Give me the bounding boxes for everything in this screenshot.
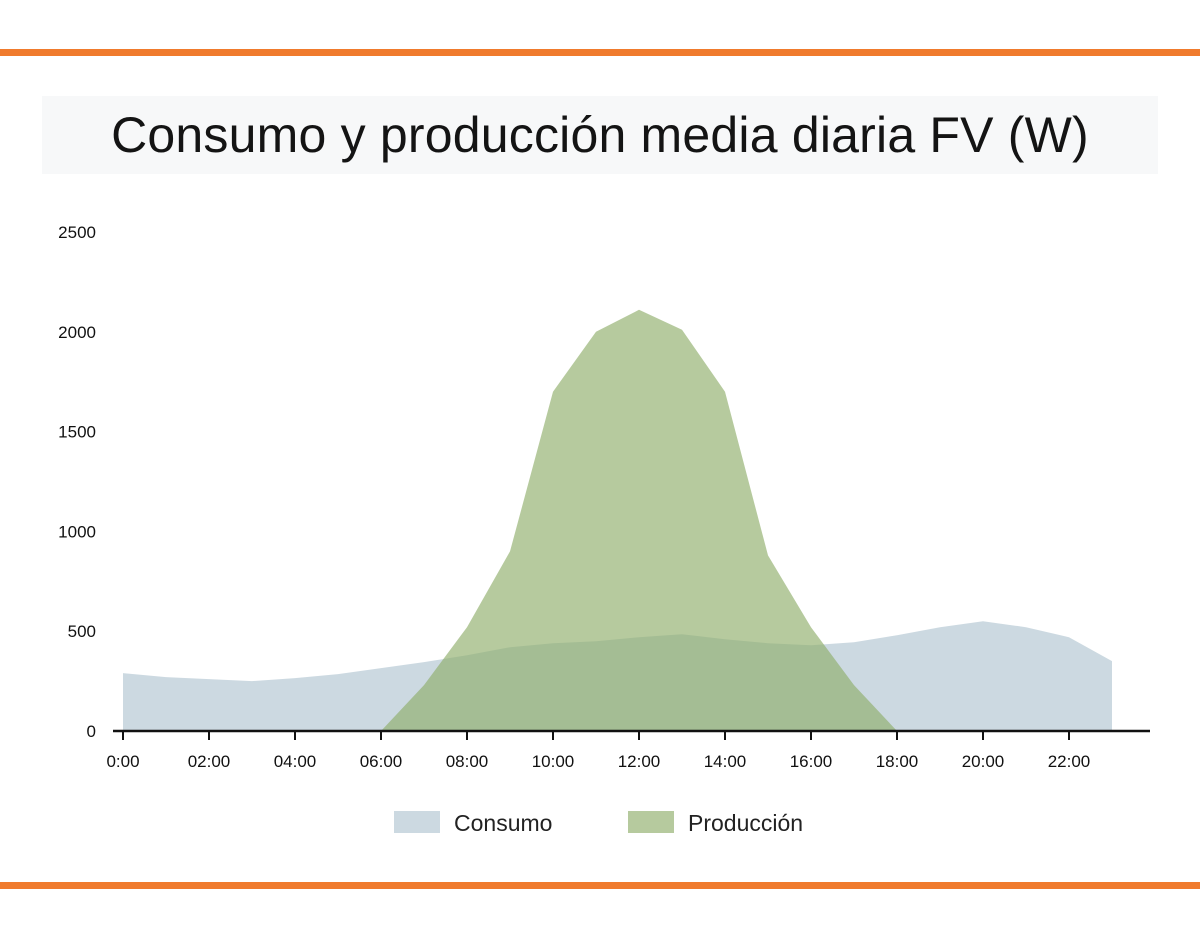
series-area-produccion (381, 309, 897, 731)
y-tick-label: 1000 (58, 522, 96, 541)
legend-swatch-produccion (628, 811, 674, 833)
top-accent-bar (0, 49, 1200, 56)
x-tick-label: 16:00 (790, 752, 833, 771)
x-tick-label: 08:00 (446, 752, 489, 771)
legend-label-consumo: Consumo (454, 810, 552, 836)
chart-title: Consumo y producción media diaria FV (W) (111, 107, 1089, 163)
bottom-accent-bar (0, 882, 1200, 889)
y-tick-label: 0 (87, 722, 96, 741)
x-tick-label: 18:00 (876, 752, 919, 771)
x-tick-label: 12:00 (618, 752, 661, 771)
x-tick-label: 06:00 (360, 752, 403, 771)
y-tick-label: 2000 (58, 323, 96, 342)
x-tick-label: 04:00 (274, 752, 317, 771)
title-band: Consumo y producción media diaria FV (W) (42, 96, 1158, 174)
y-tick-label: 2500 (58, 223, 96, 242)
legend-swatch-consumo (394, 811, 440, 833)
y-tick-label: 500 (68, 622, 96, 641)
x-tick-label: 02:00 (188, 752, 231, 771)
x-tick-label: 20:00 (962, 752, 1005, 771)
legend-label-produccion: Producción (688, 810, 803, 836)
x-tick-label: 0:00 (106, 752, 139, 771)
x-tick-label: 22:00 (1048, 752, 1091, 771)
x-tick-label: 10:00 (532, 752, 575, 771)
y-tick-label: 1500 (58, 423, 96, 442)
x-tick-label: 14:00 (704, 752, 747, 771)
